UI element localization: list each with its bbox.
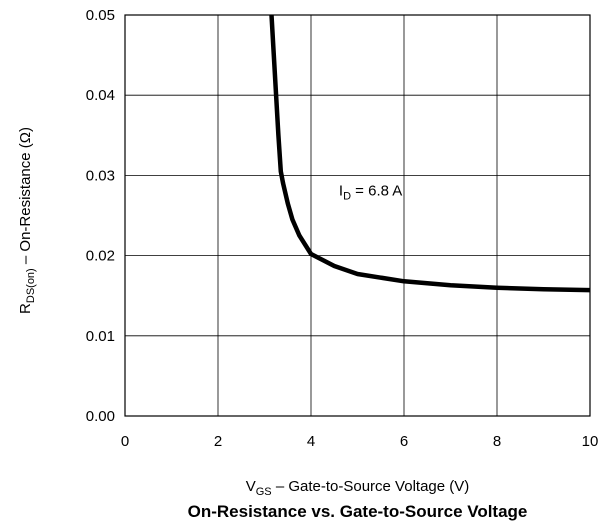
y-label-main: R [17, 303, 34, 314]
x-tick-label: 8 [493, 433, 501, 450]
x-label-sub: GS [256, 486, 272, 498]
y-tick-label: 0.03 [86, 167, 115, 184]
y-tick-label: 0.02 [86, 248, 115, 265]
annotation-rest: = 6.8 A [351, 182, 402, 199]
x-tick-label: 10 [582, 433, 599, 450]
x-axis-ticks: 0 2 4 6 8 10 [121, 433, 599, 450]
annotation-main: I [339, 182, 343, 199]
curve-annotation: ID = 6.8 A [339, 182, 402, 202]
y-label-sub: DS(on) [25, 268, 37, 303]
x-label-main: V [246, 478, 256, 495]
series-layer [269, 14, 591, 293]
gridlines [125, 15, 590, 416]
x-tick-label: 0 [121, 433, 129, 450]
plot-frame [124, 14, 591, 417]
y-tick-label: 0.01 [86, 328, 115, 345]
x-tick-label: 4 [307, 433, 315, 450]
series-line [269, 14, 591, 293]
x-label-rest: – Gate-to-Source Voltage (V) [272, 478, 470, 495]
annotation-sub: D [343, 190, 351, 202]
y-tick-label: 0.00 [86, 408, 115, 425]
y-axis-ticks: 0.00 0.01 0.02 0.03 0.04 0.05 [86, 7, 115, 425]
y-tick-label: 0.04 [86, 87, 115, 104]
x-tick-label: 6 [400, 433, 408, 450]
y-axis-label: RDS(on) – On-Resistance (Ω) [17, 127, 37, 314]
x-tick-label: 2 [214, 433, 222, 450]
x-axis-label: VGS – Gate-to-Source Voltage (V) [246, 478, 470, 498]
chart-title: On-Resistance vs. Gate-to-Source Voltage [188, 502, 528, 521]
y-tick-label: 0.05 [86, 7, 115, 24]
y-label-rest: – On-Resistance (Ω) [17, 127, 34, 268]
